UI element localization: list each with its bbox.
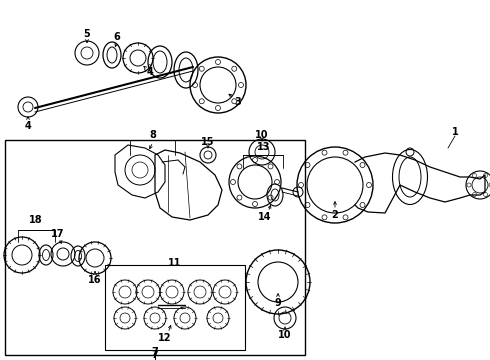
Text: 10: 10 bbox=[278, 330, 292, 340]
Text: 5: 5 bbox=[84, 29, 90, 39]
Text: 7: 7 bbox=[151, 350, 158, 360]
Text: 7: 7 bbox=[151, 347, 158, 357]
Text: 13: 13 bbox=[257, 142, 271, 152]
Text: 12: 12 bbox=[158, 333, 172, 343]
Text: 14: 14 bbox=[258, 212, 272, 222]
Bar bbox=[105, 265, 245, 350]
Text: 18: 18 bbox=[29, 215, 43, 225]
Text: 2: 2 bbox=[332, 210, 339, 220]
Text: 6: 6 bbox=[114, 32, 121, 42]
Text: 10: 10 bbox=[255, 130, 269, 140]
Bar bbox=[5, 140, 305, 355]
Text: 4: 4 bbox=[24, 121, 31, 131]
Text: 1: 1 bbox=[452, 127, 458, 137]
Text: 8: 8 bbox=[149, 130, 156, 140]
Text: 4: 4 bbox=[147, 67, 153, 77]
Text: 16: 16 bbox=[88, 275, 102, 285]
Text: 17: 17 bbox=[51, 229, 65, 239]
Text: 3: 3 bbox=[235, 97, 242, 107]
Text: 11: 11 bbox=[168, 258, 182, 268]
Text: 15: 15 bbox=[201, 137, 215, 147]
Text: 9: 9 bbox=[274, 298, 281, 308]
